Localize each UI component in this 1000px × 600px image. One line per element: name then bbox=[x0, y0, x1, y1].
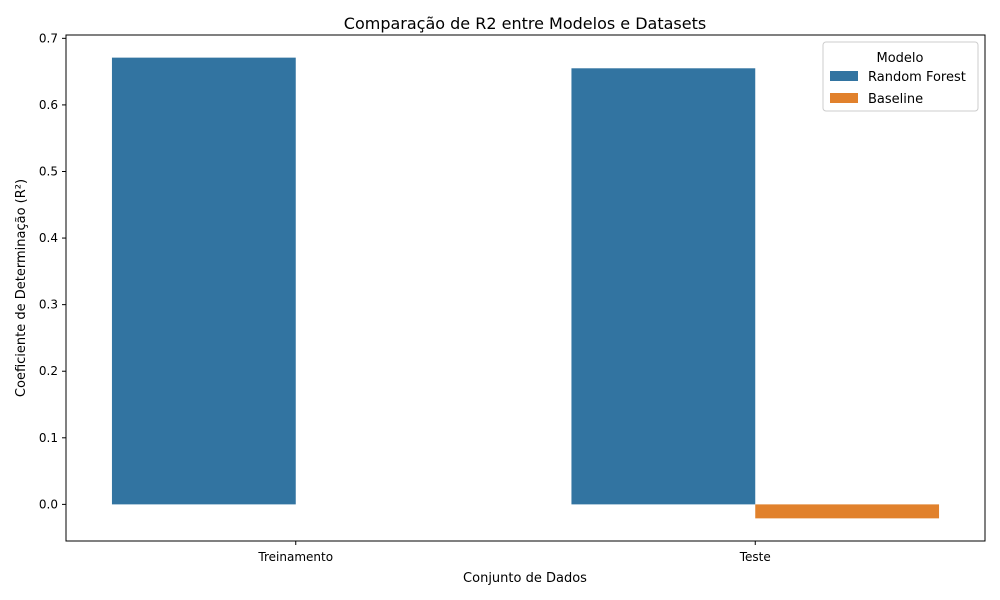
legend-title: Modelo bbox=[877, 51, 924, 66]
x-tick-label: Treinamento bbox=[257, 550, 333, 564]
legend-label-baseline: Baseline bbox=[868, 92, 923, 107]
bar-baseline-teste bbox=[755, 504, 940, 519]
x-axis: Treinamento Teste bbox=[257, 541, 771, 564]
y-axis-label: Coeficiente de Determinação (R²) bbox=[14, 179, 29, 397]
legend-swatch-baseline bbox=[830, 93, 858, 103]
plot-area bbox=[111, 57, 940, 519]
y-tick-label: 0.5 bbox=[39, 164, 58, 178]
legend-frame bbox=[822, 41, 979, 112]
legend-label-random-forest: Random Forest bbox=[868, 70, 966, 85]
legend-swatch-random-forest bbox=[830, 71, 858, 81]
x-axis-label: Conjunto de Dados bbox=[463, 571, 587, 586]
y-tick-label: 0.4 bbox=[39, 231, 58, 245]
y-axis: 0.0 0.1 0.2 0.3 0.4 0.5 0.6 0.7 bbox=[39, 31, 66, 511]
legend: Modelo Random Forest Baseline bbox=[822, 41, 979, 112]
y-tick-label: 0.2 bbox=[39, 364, 58, 378]
bar-random-forest-treinamento bbox=[111, 57, 296, 505]
x-tick-label: Teste bbox=[739, 550, 771, 564]
y-tick-label: 0.3 bbox=[39, 298, 58, 312]
y-tick-label: 0.1 bbox=[39, 431, 58, 445]
axes-frame bbox=[65, 34, 986, 542]
y-tick-label: 0.0 bbox=[39, 497, 58, 511]
chart-title: Comparação de R2 entre Modelos e Dataset… bbox=[344, 14, 706, 33]
y-tick-label: 0.7 bbox=[39, 31, 58, 45]
y-tick-label: 0.6 bbox=[39, 98, 58, 112]
bar-random-forest-teste bbox=[571, 68, 756, 505]
